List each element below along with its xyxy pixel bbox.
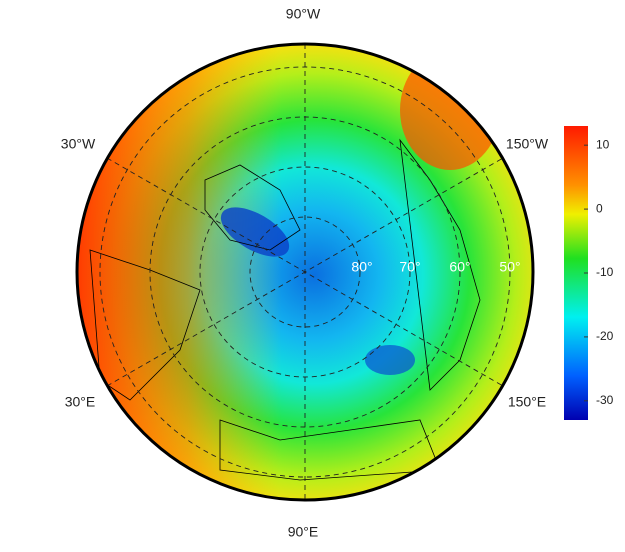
latitude-label: 70° — [399, 259, 420, 275]
latitude-label: 50° — [499, 259, 520, 275]
colorbar-tick-label: 10 — [596, 137, 610, 151]
colorbar-tick-label: -30 — [596, 393, 614, 407]
longitude-label: 30°W — [61, 136, 96, 152]
cold-spot — [365, 345, 415, 375]
longitude-label: 150°E — [508, 394, 546, 410]
cold-spot — [220, 207, 290, 257]
latitude-label: 80° — [351, 259, 372, 275]
longitude-label: 90°E — [288, 524, 319, 540]
warm-spot — [400, 50, 500, 170]
colorbar-tick-label: -10 — [596, 265, 614, 279]
colorbar-tick-label: 0 — [596, 201, 603, 215]
longitude-label: 90°W — [286, 6, 321, 22]
latitude-label: 60° — [449, 259, 470, 275]
colorbar: 10 0 -10 -20 -30 — [564, 126, 614, 420]
graticule — [99, 44, 511, 500]
map-border — [75, 42, 535, 502]
coastline — [89, 138, 481, 481]
colorbar-tick-label: -20 — [596, 329, 614, 343]
longitude-label: 30°E — [65, 394, 96, 410]
longitude-label: 150°W — [506, 136, 549, 152]
